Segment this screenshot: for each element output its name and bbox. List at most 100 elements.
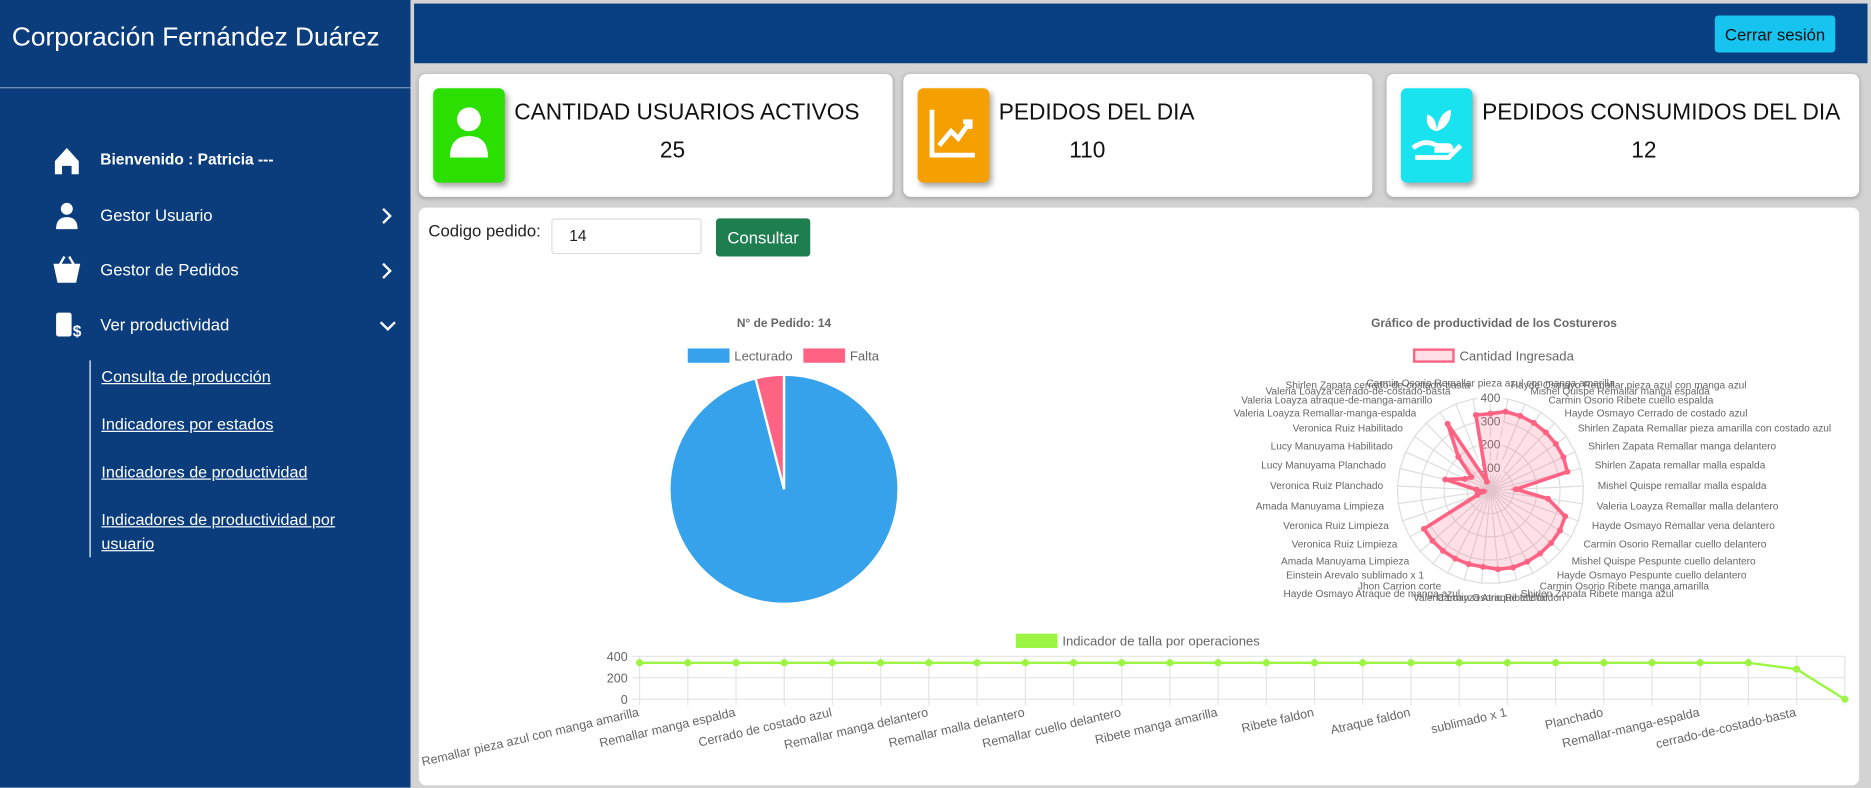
report-icon xyxy=(56,312,72,337)
menu-item[interactable]: Ver productividad xyxy=(100,315,230,335)
category-label: Veronica Ruiz Habilitado xyxy=(1293,424,1404,435)
radial-line xyxy=(1405,451,1491,491)
category-label: Jhon Carrion corte xyxy=(1358,581,1442,592)
x-tick-label: sublimado x 1 xyxy=(1430,705,1508,736)
logout-button[interactable]: Cerrar sesión xyxy=(1714,15,1836,53)
card-value: 110 xyxy=(1069,138,1106,164)
radar-point xyxy=(1472,412,1479,419)
category-label: Carmin Osorio Ribete manga amarilla xyxy=(1540,581,1710,592)
line-point xyxy=(1455,659,1463,667)
radar-point xyxy=(1513,486,1519,493)
brand: Corporación Fernández Duárez xyxy=(11,21,380,52)
category-label: Mishel Quispe remallar malla espalda xyxy=(1598,481,1767,492)
category-label: Hayde Osmayo Remallar vena delantero xyxy=(1592,521,1775,532)
legend-label: Lecturado xyxy=(734,348,792,363)
legend-swatch xyxy=(803,348,846,363)
y-tick-label: 400 xyxy=(607,650,628,664)
radar-point xyxy=(1537,550,1544,557)
radar-point xyxy=(1542,429,1549,436)
user-icon-body xyxy=(56,217,78,230)
line-point xyxy=(1166,659,1174,667)
radar-point xyxy=(1473,486,1480,493)
line-point xyxy=(1552,659,1560,667)
chart-title: Gráfico de productividad de los Costurer… xyxy=(1371,316,1617,330)
line-point xyxy=(828,659,837,667)
radar-point xyxy=(1494,566,1501,573)
line-point xyxy=(1407,659,1415,667)
category-label: Lucy Manuyama Planchado xyxy=(1261,461,1386,472)
radar-point xyxy=(1442,476,1449,483)
grid-ring xyxy=(1443,443,1538,538)
chevron-down xyxy=(379,321,396,332)
line-point xyxy=(973,659,981,667)
category-label: Hayde Osmayo Pespunte cuello delantero xyxy=(1557,570,1747,581)
category-label: Valeria Loayza Atraque faldon xyxy=(1413,593,1547,604)
icon xyxy=(449,107,489,158)
category-label: Carmin Osorio Remallar cuello delantero xyxy=(1583,540,1766,551)
category-label: Shirlen Zapata Remallar pieza amarilla c… xyxy=(1578,424,1831,435)
category-label: Shirlen Zapata remallar malla espalda xyxy=(1595,461,1766,472)
divider xyxy=(0,87,411,89)
radar-point xyxy=(1462,475,1469,482)
home-icon xyxy=(54,147,79,175)
radar-point xyxy=(1487,410,1494,417)
menu-item[interactable]: Gestor de Pedidos xyxy=(100,260,239,280)
submenu-link[interactable]: Indicadores por estados xyxy=(101,415,274,434)
line-point xyxy=(1648,659,1656,667)
code-input[interactable]: 14 xyxy=(551,218,702,255)
radar-point xyxy=(1530,419,1537,426)
basket-icon xyxy=(53,255,81,283)
line-point xyxy=(1262,659,1270,667)
legend-label: Cantidad Ingresada xyxy=(1459,348,1574,363)
tick-backdrop xyxy=(1477,413,1504,428)
line-point xyxy=(925,659,933,667)
radar-point xyxy=(1556,527,1563,534)
line-point xyxy=(1696,659,1704,667)
category-label: Shirlen Zapata cerrado-de-costado-basta xyxy=(1285,381,1470,392)
category-label: Mishel Quispe Remallar manga espalda xyxy=(1530,386,1710,397)
x-tick-label: Atraque faldon xyxy=(1329,705,1412,737)
legend-label: Falta xyxy=(850,348,880,363)
category-label: Einstein Arevalo sublimado x 1 xyxy=(1286,570,1424,581)
card: PEDIDOS DEL DIA 110 xyxy=(903,73,1373,197)
line-point xyxy=(1503,659,1511,667)
radar-point xyxy=(1474,492,1481,498)
radar-point xyxy=(1510,564,1517,571)
card-value: 12 xyxy=(1631,138,1657,164)
category-label: Veronica Ruiz Limpieza xyxy=(1292,540,1398,551)
category-label: Veronica Ruiz Planchado xyxy=(1270,481,1384,492)
category-label: Valeria Loayza Remallar malla delantero xyxy=(1597,501,1779,512)
content-panel: Codigo pedido: 14 Consultar xyxy=(418,207,1860,786)
x-tick-label: Ribete faldon xyxy=(1240,705,1315,735)
submenu-link[interactable]: Indicadores de productividad por usuario xyxy=(101,510,336,553)
radar-point xyxy=(1548,540,1555,547)
line-point xyxy=(877,659,885,667)
category-label: Valeria Loayza cerrado-de-costado-basta xyxy=(1266,386,1451,397)
radar-point xyxy=(1429,537,1436,544)
grid-ring xyxy=(1396,396,1585,584)
radar-point xyxy=(1480,563,1487,570)
radar-point xyxy=(1465,561,1472,568)
category-label: Shirlen Zapata Remallar manga delantero xyxy=(1588,441,1776,452)
line-point xyxy=(1793,665,1801,673)
r-tick-label: 200 xyxy=(1480,438,1500,452)
legend-swatch xyxy=(1015,633,1058,648)
user-icon xyxy=(60,202,73,215)
line-point xyxy=(732,659,740,667)
radar-point xyxy=(1420,525,1427,532)
line-point xyxy=(1600,659,1608,667)
category-label: Lucy Manuyama Habilitado xyxy=(1271,441,1393,452)
submenu-link[interactable]: Indicadores de productividad xyxy=(101,463,308,481)
submenu-link[interactable]: Consulta de producción xyxy=(101,367,271,386)
category-label: Hayde Osmayo Atraque de manga azul xyxy=(1283,589,1460,600)
menu-item[interactable]: Gestor Usuario xyxy=(100,205,213,225)
radar-point xyxy=(1444,420,1451,427)
form-label: Codigo pedido: xyxy=(428,220,541,240)
line-point xyxy=(1744,659,1753,667)
category-label: Mishel Quispe Pespunte cuello delantero xyxy=(1572,556,1756,567)
report-icon-sign: $ xyxy=(73,324,82,341)
chart-title: N° de Pedido: 14 xyxy=(737,316,832,330)
consult-button[interactable]: Consultar xyxy=(715,218,811,257)
